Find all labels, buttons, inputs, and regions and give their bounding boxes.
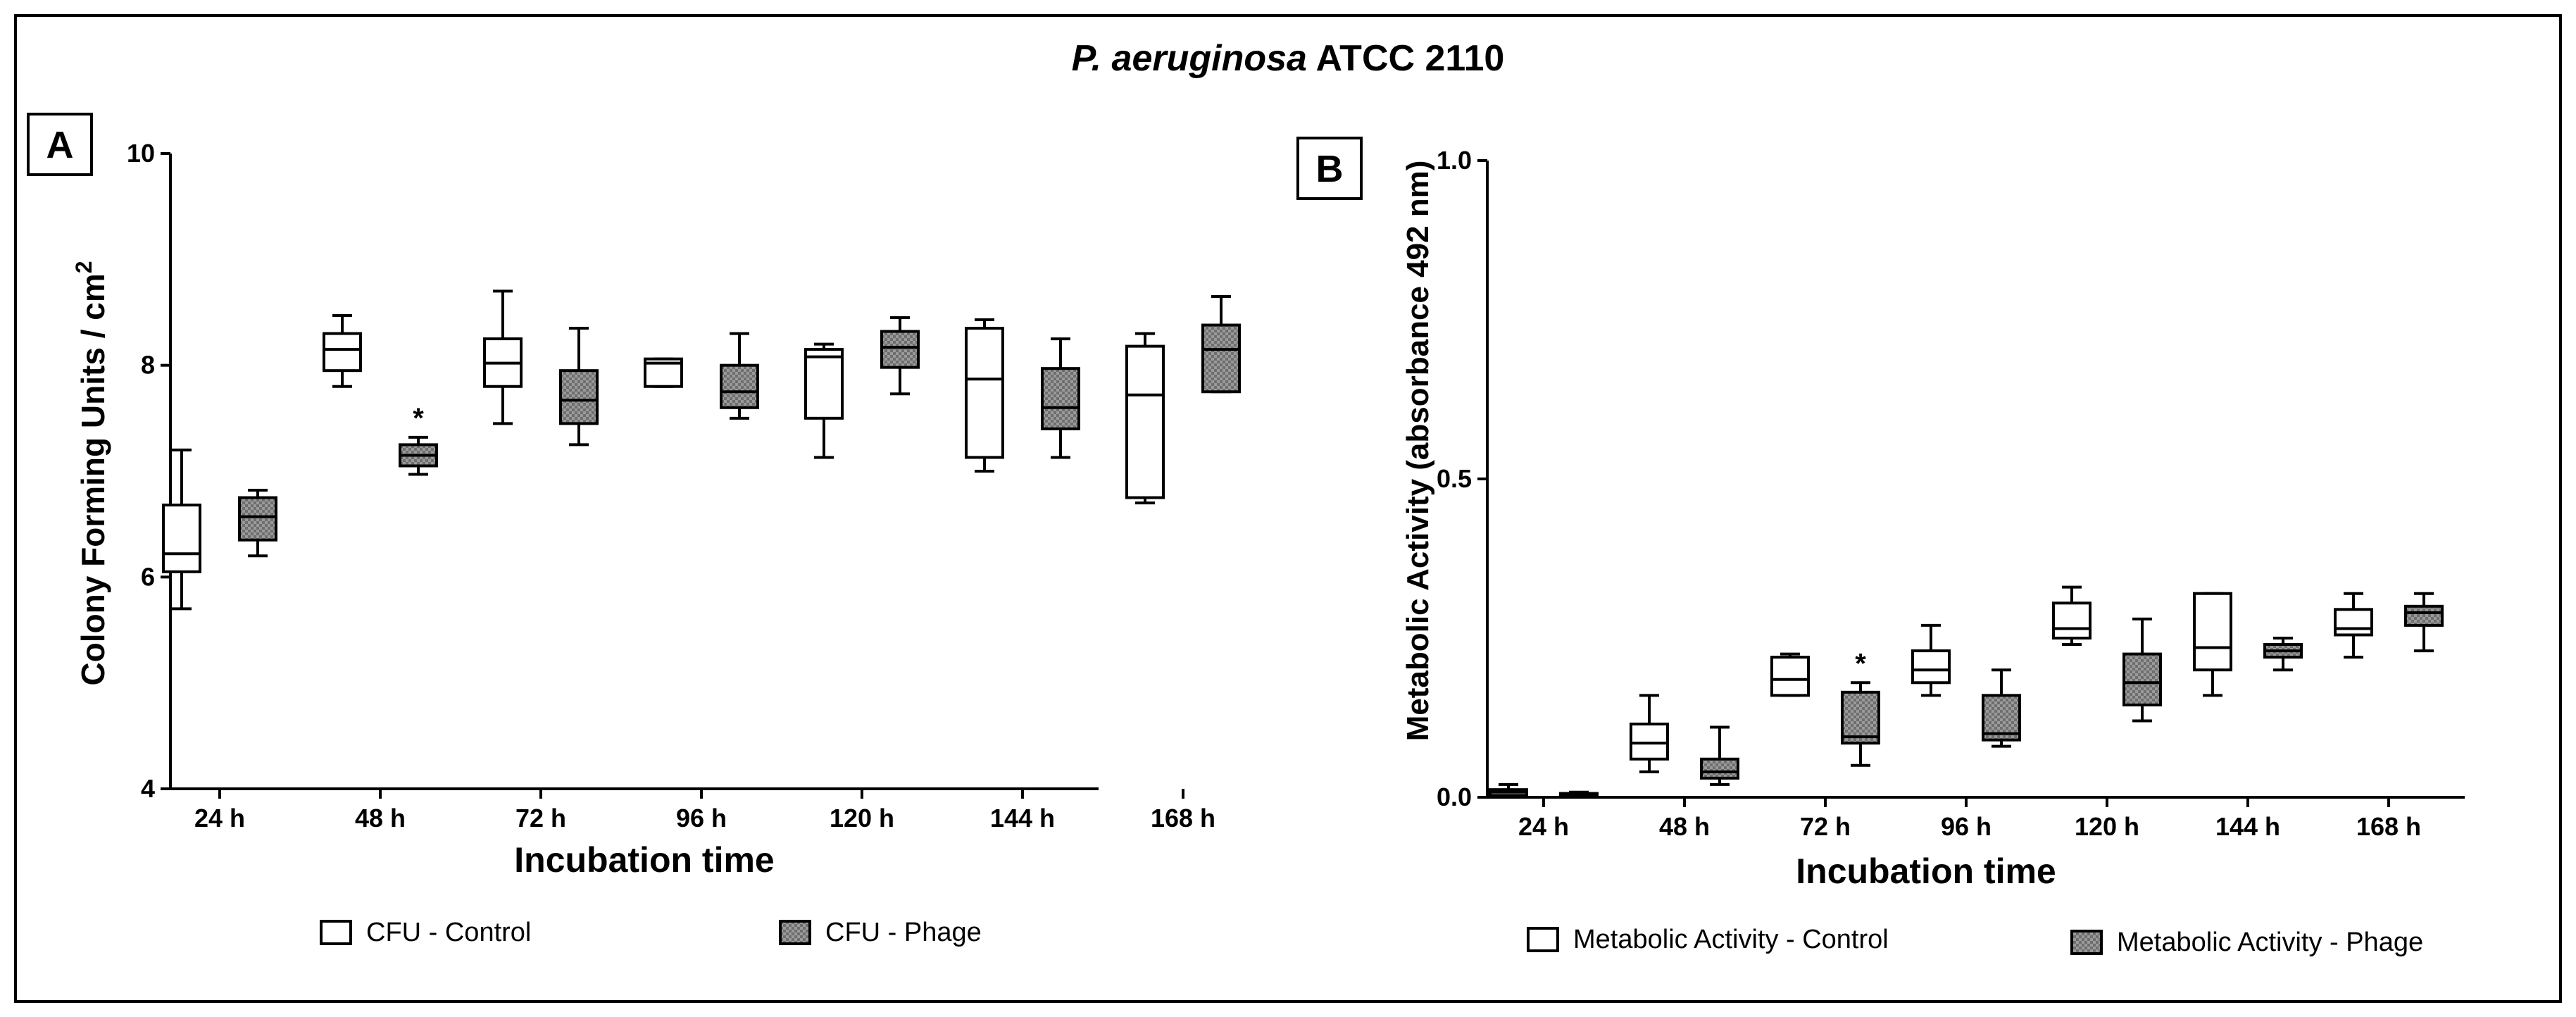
panel-a-ylabel-text: Colony Forming Units / cm — [75, 273, 111, 685]
box-phage — [1841, 681, 1880, 767]
y-tick-label: 6 — [141, 562, 155, 591]
x-tick-label: 96 h — [1941, 812, 1992, 841]
box-phage — [1700, 725, 1739, 786]
box-control — [644, 357, 683, 388]
box-iqr — [238, 496, 277, 542]
x-tick-label: 24 h — [1518, 812, 1569, 841]
box-control — [2052, 585, 2092, 647]
panel-a-ylabel-sup: 2 — [71, 261, 96, 273]
significance-asterisk: * — [1855, 648, 1866, 679]
legend-a-phage-label: CFU - Phage — [825, 918, 982, 947]
box-iqr — [720, 363, 759, 409]
legend-b-control-label: Metabolic Activity - Control — [1573, 925, 1889, 954]
legend-b-phage-swatch — [2070, 930, 2103, 955]
x-tick-label: 96 h — [676, 804, 727, 832]
legend-b-control-swatch — [1527, 927, 1559, 952]
y-tick-label: 0.5 — [1437, 464, 1472, 493]
box-phage — [399, 435, 438, 476]
figure-title-rest: ATCC 2110 — [1307, 38, 1504, 79]
box-iqr — [1770, 656, 1810, 697]
box-iqr — [965, 327, 1004, 459]
figure-title-italic: P. aeruginosa — [1072, 38, 1307, 79]
box-iqr — [1201, 323, 1241, 394]
panel-a-ylabel: Colony Forming Units / cm2 — [71, 261, 111, 685]
legend-b-phage-label: Metabolic Activity - Phage — [2117, 928, 2423, 957]
x-tick-label: 48 h — [1659, 812, 1710, 841]
x-tick-label: 24 h — [194, 804, 245, 832]
box-control — [804, 342, 844, 459]
box-phage — [880, 316, 920, 396]
box-iqr — [1700, 757, 1739, 780]
box-iqr — [2404, 604, 2444, 627]
box-iqr — [1841, 690, 1880, 745]
box-iqr — [2334, 608, 2373, 637]
box-phage — [2404, 592, 2444, 653]
box-iqr — [880, 330, 920, 369]
legend-a-control-label: CFU - Control — [366, 918, 531, 947]
box-control — [1770, 652, 1810, 697]
panel-b-xlabel: Incubation time — [1796, 851, 2056, 891]
significance-asterisk: * — [413, 403, 424, 434]
box-phage — [2263, 637, 2303, 672]
x-tick-label: 48 h — [355, 804, 406, 832]
box-iqr — [804, 348, 844, 420]
panel-b-label: B — [1316, 148, 1344, 190]
box-control — [965, 318, 1004, 473]
box-phage — [1982, 668, 2021, 748]
x-tick-label: 144 h — [2215, 812, 2280, 841]
panel-b-label-box — [1296, 137, 1363, 200]
legend-a-control-swatch — [320, 920, 352, 945]
box-iqr — [323, 332, 362, 373]
figure-title: P. aeruginosa ATCC 2110 — [1072, 38, 1505, 79]
panel-b-plot: 0.0 0.5 1.0 24 h 48 h 72 h 96 h 120 h 144 h 168 h… — [1437, 146, 2465, 841]
box-control — [483, 289, 523, 425]
box-iqr — [1911, 649, 1951, 685]
box-control — [1489, 782, 1528, 799]
box-iqr — [2122, 652, 2162, 706]
panel-a-plot: 4 6 8 10 24 h 48 h 72 h 96 h 120 h 144 h 168 h * — [127, 139, 1241, 832]
box-iqr — [162, 504, 201, 573]
box-control — [323, 314, 362, 388]
box-control — [1125, 332, 1165, 505]
x-tick-label: 72 h — [515, 804, 566, 832]
box-phage — [1041, 337, 1080, 459]
box-iqr — [2052, 601, 2092, 640]
x-tick-label: 168 h — [1151, 804, 1215, 832]
panel-a-label-box — [27, 113, 93, 176]
box-phage — [559, 327, 599, 447]
x-tick-label: 120 h — [2075, 812, 2139, 841]
box-control — [2193, 592, 2232, 697]
box-control — [1630, 694, 1669, 773]
box-phage — [238, 489, 277, 558]
box-iqr — [1630, 723, 1669, 761]
figure-frame — [14, 14, 2562, 1003]
x-tick-label: 144 h — [990, 804, 1055, 832]
x-tick-label: 72 h — [1800, 812, 1851, 841]
y-tick-label: 4 — [141, 774, 155, 803]
box-control — [2334, 592, 2373, 659]
y-tick-label: 1.0 — [1437, 146, 1472, 175]
box-iqr — [2193, 592, 2232, 672]
box-iqr — [1041, 367, 1080, 430]
panel-a-xlabel: Incubation time — [514, 840, 774, 880]
x-tick-label: 120 h — [830, 804, 894, 832]
box-iqr — [559, 369, 599, 425]
box-control — [162, 448, 201, 611]
legend-a-phage-swatch — [779, 920, 811, 945]
box-iqr — [1125, 344, 1165, 499]
x-tick-label: 168 h — [2356, 812, 2421, 841]
box-phage — [1559, 790, 1599, 799]
box-control — [1911, 623, 1951, 697]
y-tick-label: 0.0 — [1437, 782, 1472, 811]
panel-b-ylabel: Metabolic Activity (absorbance 492 nm) — [1401, 161, 1435, 742]
y-tick-label: 8 — [141, 351, 155, 380]
y-tick-label: 10 — [127, 139, 155, 168]
box-phage — [720, 332, 759, 420]
box-phage — [1201, 294, 1241, 394]
box-phage — [2122, 617, 2162, 723]
panel-a-label: A — [46, 124, 74, 166]
